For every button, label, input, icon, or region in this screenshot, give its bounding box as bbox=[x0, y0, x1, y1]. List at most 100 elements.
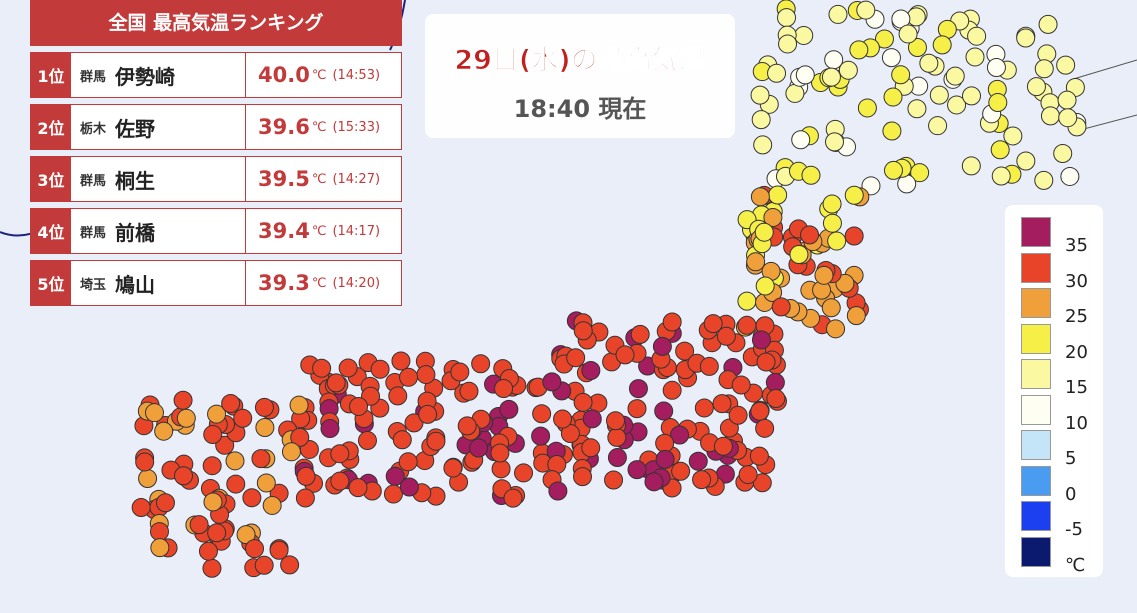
station-dot bbox=[777, 8, 797, 28]
station-dot bbox=[814, 265, 834, 285]
station-dot bbox=[155, 493, 175, 513]
city-cell: 佐野 bbox=[115, 105, 246, 149]
time: (15:33) bbox=[332, 119, 381, 135]
station-dot bbox=[532, 404, 552, 424]
legend-label: 0 bbox=[1065, 483, 1077, 505]
station-dot bbox=[655, 433, 675, 453]
station-dot bbox=[203, 492, 223, 512]
station-dot bbox=[245, 539, 265, 559]
station-dot bbox=[251, 449, 271, 469]
station-dot bbox=[514, 463, 534, 483]
station-dot bbox=[173, 390, 193, 410]
city-cell: 桐生 bbox=[115, 157, 246, 201]
rank: 5位 bbox=[31, 261, 71, 305]
station-dot bbox=[176, 408, 196, 428]
station-dot bbox=[898, 24, 918, 44]
station-dot bbox=[907, 99, 927, 119]
ranking-title: 全国 最高気温ランキング bbox=[30, 0, 402, 46]
station-dot bbox=[767, 63, 787, 83]
station-dot bbox=[289, 395, 309, 415]
station-dot bbox=[988, 93, 1008, 113]
station-dot bbox=[443, 458, 463, 478]
station-dot bbox=[450, 362, 470, 382]
station-dot bbox=[566, 348, 586, 368]
station-dot bbox=[986, 57, 1006, 77]
station-dot bbox=[789, 245, 809, 265]
station-dot bbox=[856, 0, 876, 20]
station-dot bbox=[692, 470, 712, 490]
station-dot bbox=[154, 421, 174, 441]
station-dot bbox=[751, 110, 771, 130]
station-dot bbox=[383, 484, 403, 504]
ranking-rows: 1位 群馬 伊勢崎 40.0 ℃ (14:53) 2位 栃木 佐野 39.6 ℃ (15:33) 3位群… bbox=[30, 52, 402, 306]
temperature: 40.0 bbox=[258, 63, 310, 87]
station-dot bbox=[746, 252, 766, 272]
station-dot bbox=[771, 297, 791, 317]
station-dot bbox=[604, 470, 624, 490]
station-dot bbox=[198, 541, 218, 561]
station-dot bbox=[1026, 77, 1046, 97]
ranking-row: 1位 群馬 伊勢崎 40.0 ℃ (14:53) bbox=[30, 52, 402, 98]
city: 伊勢崎 bbox=[115, 64, 175, 89]
ranking-row: 5位 埼玉 鳩山 39.3 ℃ (14:20) bbox=[30, 260, 402, 306]
station-dot bbox=[330, 444, 350, 464]
station-dot bbox=[203, 425, 223, 445]
station-dot bbox=[131, 498, 151, 518]
station-dot bbox=[499, 399, 519, 419]
station-dot bbox=[628, 379, 648, 399]
station-dot bbox=[1003, 126, 1023, 146]
temperature: 39.6 bbox=[258, 115, 310, 139]
prefecture: 埼玉 bbox=[79, 277, 106, 293]
station-dot bbox=[882, 121, 902, 141]
station-dot bbox=[236, 525, 256, 545]
station-dot bbox=[503, 488, 523, 508]
station-dot bbox=[233, 408, 253, 428]
unit: ℃ bbox=[311, 223, 327, 239]
station-dot bbox=[226, 474, 246, 494]
city: 鳩山 bbox=[115, 272, 155, 297]
header-title: 29日(水)の最高気温 bbox=[454, 45, 706, 77]
rank: 1位 bbox=[31, 53, 71, 97]
station-dot bbox=[255, 418, 275, 438]
station-dot bbox=[391, 351, 411, 371]
station-dot bbox=[135, 452, 155, 472]
station-dot bbox=[754, 222, 774, 242]
station-dot bbox=[644, 472, 664, 492]
station-dot bbox=[221, 393, 241, 413]
city: 佐野 bbox=[115, 116, 155, 141]
legend-label: ℃ bbox=[1065, 554, 1086, 576]
station-dot bbox=[416, 365, 436, 385]
ranking-row: 3位 群馬 桐生 39.5 ℃ (14:27) bbox=[30, 156, 402, 202]
city: 桐生 bbox=[115, 168, 155, 193]
legend-swatch bbox=[1021, 501, 1051, 531]
station-dot bbox=[688, 451, 708, 471]
station-dot bbox=[418, 404, 438, 424]
station-dot bbox=[822, 194, 842, 214]
station-dot bbox=[694, 398, 714, 418]
station-dot bbox=[615, 345, 635, 365]
station-dot bbox=[1040, 106, 1060, 126]
station-dot bbox=[627, 399, 647, 419]
station-dot bbox=[149, 522, 169, 542]
station-dot bbox=[560, 424, 580, 444]
city-cell: 鳩山 bbox=[115, 261, 246, 305]
prefecture: 群馬 bbox=[79, 225, 106, 241]
station-dot bbox=[1034, 170, 1054, 190]
rank: 2位 bbox=[31, 105, 71, 149]
station-dot bbox=[1016, 151, 1036, 171]
station-dot bbox=[662, 380, 682, 400]
station-dot bbox=[349, 396, 369, 416]
prefecture: 栃木 bbox=[79, 121, 106, 137]
station-dot bbox=[173, 466, 193, 486]
prefecture: 群馬 bbox=[79, 173, 106, 189]
station-dot bbox=[207, 404, 227, 424]
station-dot bbox=[225, 451, 245, 471]
station-dot bbox=[800, 225, 820, 245]
station-dot bbox=[728, 405, 748, 425]
station-dot bbox=[144, 403, 164, 423]
legend-label: 5 bbox=[1065, 448, 1077, 469]
station-dot bbox=[1034, 59, 1054, 79]
station-dot bbox=[388, 386, 408, 406]
station-dot bbox=[1038, 14, 1058, 34]
